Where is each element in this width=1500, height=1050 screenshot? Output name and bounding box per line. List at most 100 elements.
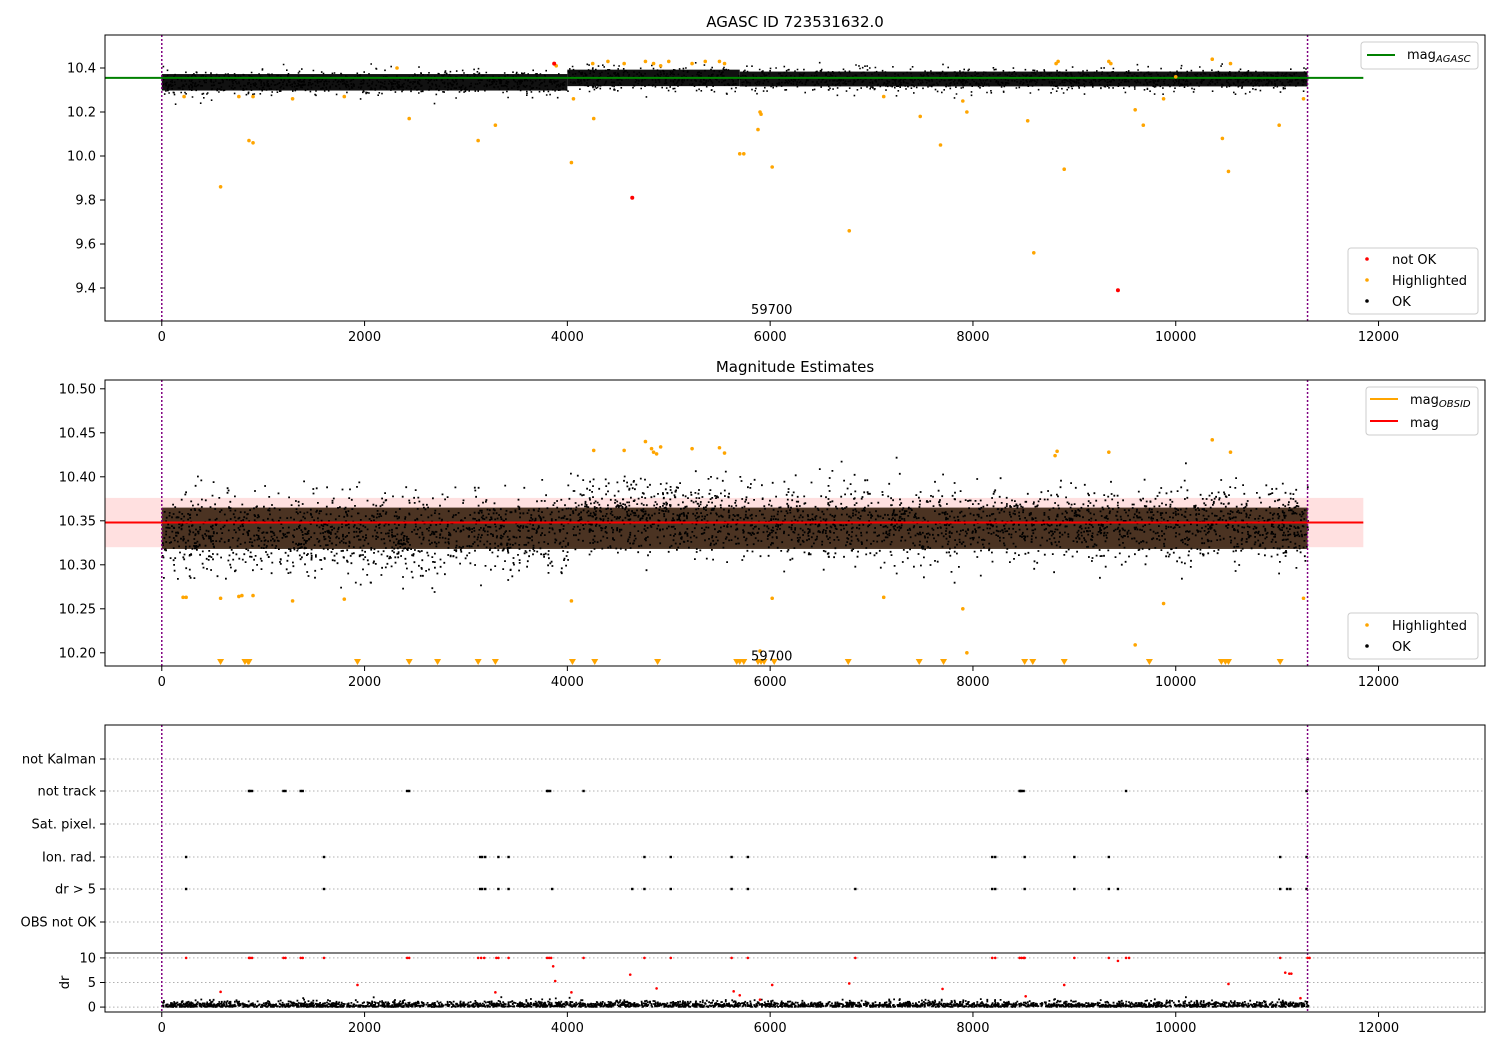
highlighted-point	[476, 138, 480, 143]
highlighted-point	[181, 595, 185, 600]
out-of-range-marker	[474, 659, 482, 665]
dr-flagged-point	[1020, 956, 1023, 960]
dr-flagged-point	[497, 956, 500, 960]
x-tick-label: 4000	[551, 675, 584, 690]
dr-flagged-point	[1278, 956, 1282, 960]
out-of-range-marker	[1145, 659, 1153, 665]
panel-agasc: AGASC ID 723531632.0 0 2000 4000 6000 8000 10…	[67, 13, 1486, 345]
highlighted-point	[407, 116, 411, 121]
legend-label: mag	[1410, 416, 1439, 431]
highlighted-point	[690, 446, 694, 451]
highlighted-point	[395, 66, 399, 70]
y-tick-label: 10.4	[67, 62, 96, 77]
flag-point	[480, 887, 484, 891]
y-tick-label: 5	[88, 976, 96, 991]
dr-flagged-point	[299, 956, 302, 960]
highlighted-point	[251, 593, 255, 598]
flag-row-label: OBS not OK	[21, 916, 97, 931]
highlighted-point	[1228, 61, 1233, 66]
highlighted-point	[658, 64, 663, 68]
dr-flagged-point	[405, 956, 409, 960]
highlighted-point	[770, 165, 774, 169]
flag-row-label: not track	[37, 785, 96, 800]
dr-flagged-point	[282, 956, 285, 960]
panel-3-flag-marks	[161, 725, 1309, 1012]
flag-point	[994, 887, 997, 891]
dr-axis-label: dr	[58, 975, 73, 989]
flag-point	[1023, 887, 1026, 891]
dr-flagged-point	[248, 956, 252, 960]
highlighted-point	[237, 594, 241, 599]
dr-flagged-point	[730, 956, 733, 960]
highlighted-point	[1053, 453, 1057, 458]
y-tick-label: 10.0	[67, 150, 96, 165]
legend-box	[1360, 41, 1479, 70]
out-of-range-marker	[245, 659, 253, 665]
dr-flagged-point	[1227, 982, 1230, 986]
legend-marker	[1365, 644, 1369, 648]
dr-flagged-point	[1018, 956, 1021, 960]
x-tick-label: 6000	[754, 330, 787, 345]
out-of-range-marker	[1021, 659, 1029, 665]
dr-flagged-point	[1107, 956, 1111, 960]
highlighted-point	[1161, 601, 1166, 606]
out-of-range-marker	[940, 659, 948, 665]
highlighted-point	[690, 61, 694, 66]
dr-flagged-point	[553, 979, 557, 983]
highlighted-point	[342, 94, 347, 99]
dr-flagged-point	[1127, 956, 1131, 960]
dr-flagged-point	[479, 956, 483, 960]
highlighted-point	[756, 127, 760, 132]
legend-label: OK	[1392, 295, 1411, 310]
x-tick-label: 12000	[1358, 675, 1399, 690]
highlighted-point	[1141, 123, 1146, 127]
y-tick-label: 0	[88, 1001, 96, 1016]
out-of-range-marker	[1276, 659, 1284, 665]
out-of-range-marker	[405, 659, 413, 665]
dr-flagged-point	[758, 998, 762, 1002]
dr-flagged-point	[549, 956, 553, 960]
flag-point	[299, 789, 302, 793]
flag-point	[1289, 887, 1292, 891]
flag-point	[1107, 855, 1111, 859]
dr-flagged-point	[738, 993, 742, 997]
highlighted-point	[666, 59, 671, 64]
ok-band-core	[161, 507, 1308, 549]
ok-point	[162, 61, 1309, 105]
highlighted-point	[703, 59, 708, 64]
flag-point	[184, 887, 188, 891]
flag-point	[1073, 855, 1076, 859]
x-tick-label: 6000	[754, 1021, 787, 1036]
legend-subscript: OBSID	[1439, 399, 1471, 410]
panel-2-axes: 0 2000 4000 6000 8000 10000 12000 10.20 10.25 10.…	[59, 379, 1486, 690]
highlighted-point	[961, 99, 965, 103]
flag-point	[548, 789, 552, 793]
dr-flagged-point	[507, 956, 510, 960]
highlighted-point	[938, 143, 943, 147]
highlighted-point	[758, 649, 762, 653]
highlighted-point	[770, 596, 774, 601]
dr-flagged-point	[545, 956, 549, 960]
highlighted-point	[649, 446, 654, 451]
flag-row-label: not Kalman	[22, 753, 96, 768]
flag-point	[484, 855, 487, 859]
highlighted-point	[237, 94, 241, 99]
flag-point	[669, 855, 672, 859]
highlighted-point	[1133, 643, 1137, 647]
flag-point	[1023, 855, 1026, 859]
flag-point	[550, 887, 554, 891]
dr-flagged-point	[993, 956, 997, 960]
dr-flagged-point	[407, 956, 411, 960]
flag-point	[730, 855, 733, 859]
flag-point	[1107, 887, 1111, 891]
flag-point	[184, 855, 188, 859]
panel-2-obs-label: 59700	[751, 649, 792, 664]
flag-point	[478, 887, 482, 891]
y-tick-label: 10	[79, 951, 96, 966]
flag-point	[497, 855, 500, 859]
x-tick-label: 8000	[956, 330, 989, 345]
highlighted-point	[918, 114, 923, 119]
dr-flagged-point	[669, 956, 673, 960]
x-tick-label: 2000	[348, 1021, 381, 1036]
